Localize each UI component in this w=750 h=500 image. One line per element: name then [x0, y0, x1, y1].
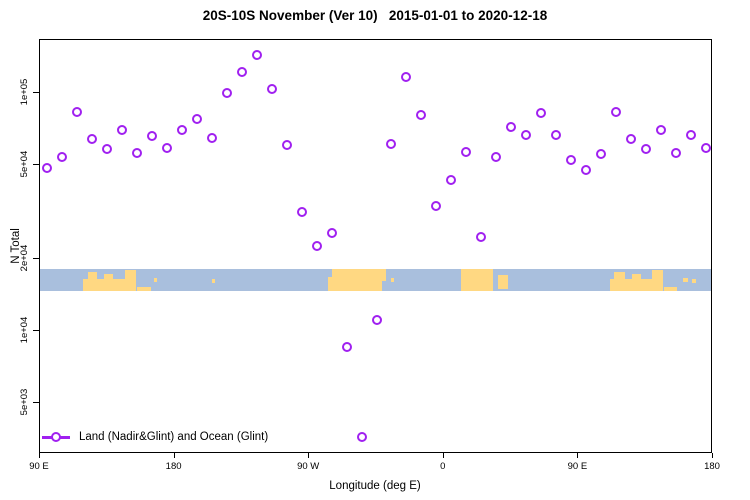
land-patch	[211, 278, 215, 284]
land-patch	[137, 287, 151, 292]
data-point	[132, 147, 143, 158]
data-point	[251, 49, 262, 60]
data-point	[311, 241, 322, 252]
x-tick-label: 180	[704, 461, 720, 472]
land-patch	[460, 269, 494, 292]
legend: Land (Nadir&Glint) and Ocean (Glint)	[42, 430, 268, 444]
x-tick-label: 180	[165, 461, 182, 472]
data-point	[296, 207, 307, 218]
data-point	[416, 110, 427, 121]
data-point	[117, 125, 128, 135]
data-point	[192, 113, 203, 124]
land-patch	[83, 278, 126, 292]
data-point	[326, 228, 337, 238]
x-tick-label: 90 E	[29, 461, 49, 472]
legend-dot-icon	[51, 432, 61, 442]
data-point	[461, 146, 472, 157]
y-tick-label: 5e+04	[19, 150, 30, 177]
x-tick-mark	[39, 453, 40, 458]
y-tick-mark	[33, 401, 39, 403]
data-point	[87, 134, 98, 145]
data-point	[371, 315, 382, 326]
plot-area	[39, 39, 712, 453]
y-tick-mark	[33, 91, 39, 93]
data-point	[57, 152, 68, 163]
land-patch	[87, 271, 97, 279]
data-point	[221, 88, 232, 99]
data-point	[266, 83, 277, 94]
legend-label: Land (Nadir&Glint) and Ocean (Glint)	[79, 431, 269, 443]
y-tick-label: 1e+04	[19, 316, 30, 344]
data-point	[162, 143, 173, 154]
data-point	[595, 149, 606, 160]
x-tick-mark	[577, 453, 579, 458]
land-patch	[683, 277, 688, 283]
x-tick-mark	[308, 453, 310, 458]
x-axis-title: Longitude (deg E)	[329, 480, 421, 492]
data-point	[580, 164, 591, 175]
land-patch	[651, 269, 663, 292]
data-point	[670, 147, 681, 158]
data-point	[206, 132, 217, 143]
land-patch	[498, 274, 509, 290]
data-point	[147, 130, 158, 141]
data-point	[446, 174, 457, 185]
data-point	[521, 130, 532, 140]
data-point	[536, 108, 546, 118]
y-axis-title: N Total	[10, 228, 22, 264]
data-point	[281, 139, 292, 150]
data-point	[565, 154, 576, 165]
data-point	[625, 134, 636, 145]
land-patch	[632, 273, 642, 279]
data-point	[386, 138, 397, 149]
land-patch	[125, 269, 137, 292]
data-point	[236, 67, 247, 78]
x-tick-mark	[442, 453, 444, 458]
chart-title: 20S-10S November (Ver 10) 2015-01-01 to …	[202, 8, 548, 23]
land-patch	[104, 273, 114, 279]
land-patch	[154, 277, 158, 283]
data-point	[401, 72, 412, 83]
y-tick-label: 5e+03	[19, 388, 30, 415]
data-point	[42, 162, 53, 173]
land-patch	[614, 271, 625, 279]
data-point	[685, 130, 696, 140]
data-point	[640, 143, 651, 154]
data-point	[655, 125, 666, 135]
data-point	[506, 122, 517, 133]
land-patch	[609, 278, 652, 292]
x-tick-mark	[712, 453, 713, 458]
data-point	[550, 129, 561, 140]
data-point	[700, 143, 711, 154]
data-point	[610, 107, 621, 117]
data-point	[341, 341, 352, 352]
land-patch	[332, 269, 383, 292]
data-point	[491, 152, 502, 163]
data-point	[431, 201, 442, 211]
data-point	[356, 431, 367, 442]
data-point	[102, 143, 113, 154]
data-point	[476, 232, 487, 243]
y-tick-label: 1e+05	[19, 78, 30, 106]
y-tick-mark	[33, 258, 39, 260]
y-tick-mark	[33, 163, 39, 165]
x-tick-label: 0	[440, 461, 446, 472]
x-tick-label: 90 E	[567, 461, 588, 472]
x-tick-label: 90 W	[297, 461, 320, 472]
y-tick-mark	[33, 329, 39, 331]
land-patch	[391, 277, 395, 283]
legend-marker-icon	[42, 430, 70, 444]
land-patch	[327, 276, 333, 292]
data-point	[72, 107, 83, 117]
land-ocean-map-strip	[40, 269, 711, 292]
land-patch	[692, 278, 696, 284]
land-patch	[382, 269, 387, 282]
land-patch	[663, 287, 678, 292]
x-tick-mark	[173, 453, 175, 458]
data-point	[177, 125, 188, 135]
